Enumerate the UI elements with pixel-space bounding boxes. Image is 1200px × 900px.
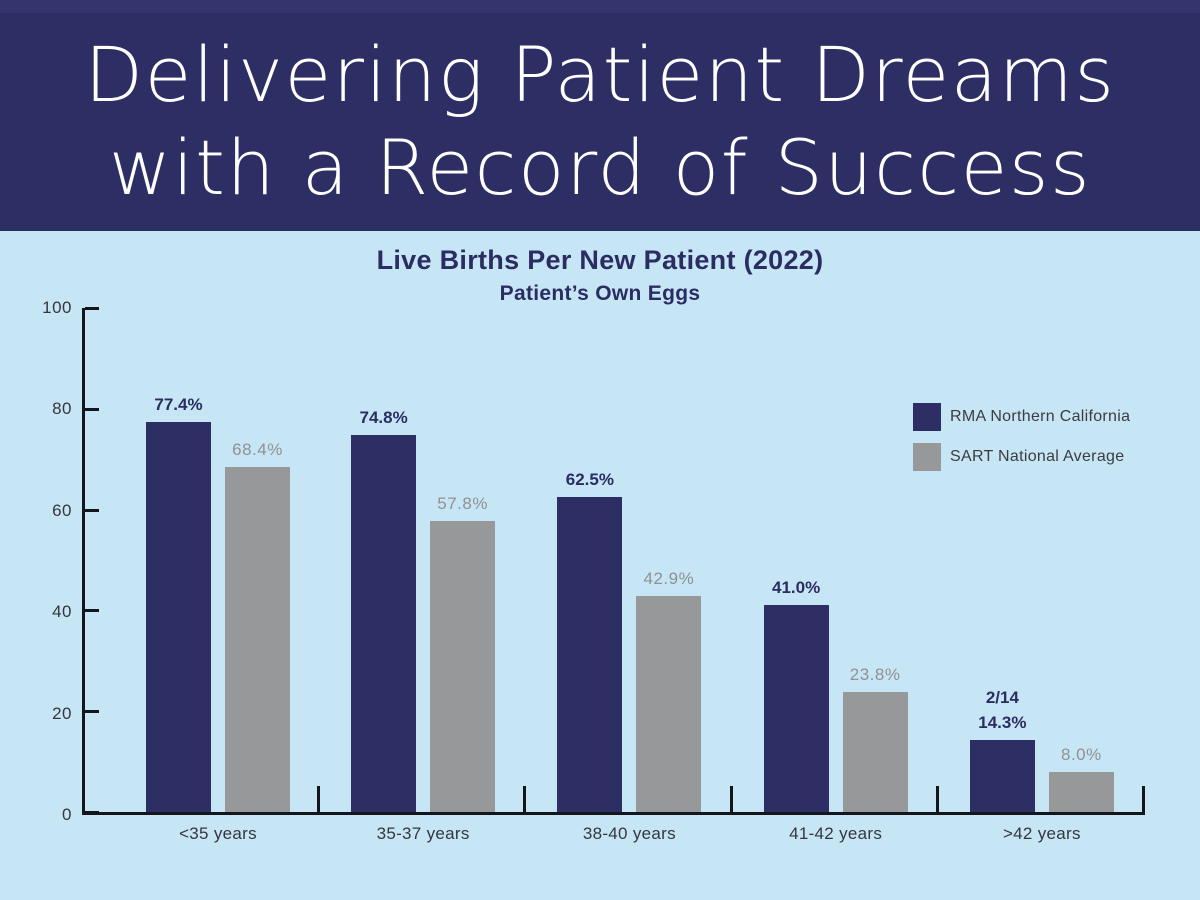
x-axis-tick: [1142, 786, 1145, 812]
x-axis-tick: [935, 786, 939, 812]
page-title-line1: Delivering Patient Dreams: [84, 29, 1116, 119]
y-axis-tick: [85, 609, 99, 613]
bar-sart-3: 42.9%: [636, 569, 702, 812]
bar-sart-2: 57.8%: [430, 494, 496, 812]
y-axis-tick-label: 40: [52, 602, 72, 622]
bar-value-label: 23.8%: [849, 665, 901, 685]
bar-value-label: 62.5%: [565, 470, 614, 489]
y-axis-tick: [85, 407, 99, 411]
x-axis-category-label: 38-40 years: [582, 824, 676, 843]
legend-label-rma: RMA Northern California: [950, 408, 1131, 425]
y-axis-labels: 0 20 40 60 80 100: [0, 299, 72, 824]
banner-top-strip: [0, 0, 1200, 13]
bar-value-label: 42.9%: [643, 568, 695, 588]
y-axis-tick-label: 0: [62, 805, 72, 824]
bar-rma-1: 77.4%: [146, 395, 211, 812]
bar-value-label: 14.3%: [978, 712, 1027, 732]
y-axis-tick: [85, 710, 99, 714]
bar-value-label: 77.4%: [154, 394, 203, 414]
bar-sart-5: 8.0%: [1048, 745, 1114, 812]
y-axis-tick: [85, 811, 99, 814]
chart-title: Live Births Per New Patient (2022): [376, 245, 824, 275]
header-banner: Delivering Patient Dreams with a Record …: [0, 0, 1200, 231]
bar-value-label: 57.8%: [437, 493, 488, 513]
page-title: Delivering Patient Dreams with a Record …: [0, 0, 1200, 231]
x-axis-category-label: >42 years: [1002, 824, 1081, 843]
chart-subtitle: Patient’s Own Eggs: [499, 282, 701, 305]
bar-extra-label: 2/14: [985, 687, 1019, 707]
y-axis-tick: [85, 307, 99, 310]
x-axis-category-label: 41-42 years: [789, 824, 883, 843]
bar-rma-5: 14.3% 2/14: [969, 688, 1035, 812]
bar-value-label: 68.4%: [232, 440, 283, 460]
y-axis-tick-label: 20: [52, 703, 72, 723]
y-axis-tick-label: 100: [42, 298, 72, 317]
bar-value-label: 74.8%: [359, 408, 408, 428]
page-title-line2: with a Record of Success: [108, 122, 1092, 212]
bar-rma-4: 41.0%: [763, 578, 829, 812]
legend-swatch-gray: [913, 443, 941, 471]
bar-rma-2: 74.8%: [351, 408, 417, 812]
plot-area: 77.4% 74.8% 62.5% 41.0% 14.3% 2/14 68.4% 57.8% 4…: [82, 307, 1145, 843]
y-axis-tick-label: 60: [52, 500, 72, 520]
chart-section: Live Births Per New Patient (2022) Patie…: [0, 231, 1200, 900]
bar-sart-4: 23.8%: [842, 665, 908, 812]
legend-swatch-navy: [913, 403, 941, 431]
legend-label-sart: SART National Average: [950, 448, 1125, 465]
x-axis-tick: [317, 786, 320, 812]
legend-item-rma: RMA Northern California: [913, 403, 1130, 431]
x-axis-category-label: <35 years: [179, 824, 257, 843]
y-axis-tick: [85, 508, 99, 512]
bar-value-label: 41.0%: [772, 578, 821, 598]
bar-value-label: 8.0%: [1061, 744, 1102, 764]
bar-sart-1: 68.4%: [225, 440, 290, 812]
x-axis-tick: [729, 786, 733, 812]
chart-legend: RMA Northern California SART National Av…: [913, 403, 1130, 471]
bar-rma-3: 62.5%: [557, 470, 623, 812]
y-axis-tick-label: 80: [52, 399, 72, 419]
legend-item-sart: SART National Average: [913, 443, 1130, 471]
x-axis-tick: [523, 786, 527, 812]
x-axis-category-label: 35-37 years: [376, 824, 470, 843]
